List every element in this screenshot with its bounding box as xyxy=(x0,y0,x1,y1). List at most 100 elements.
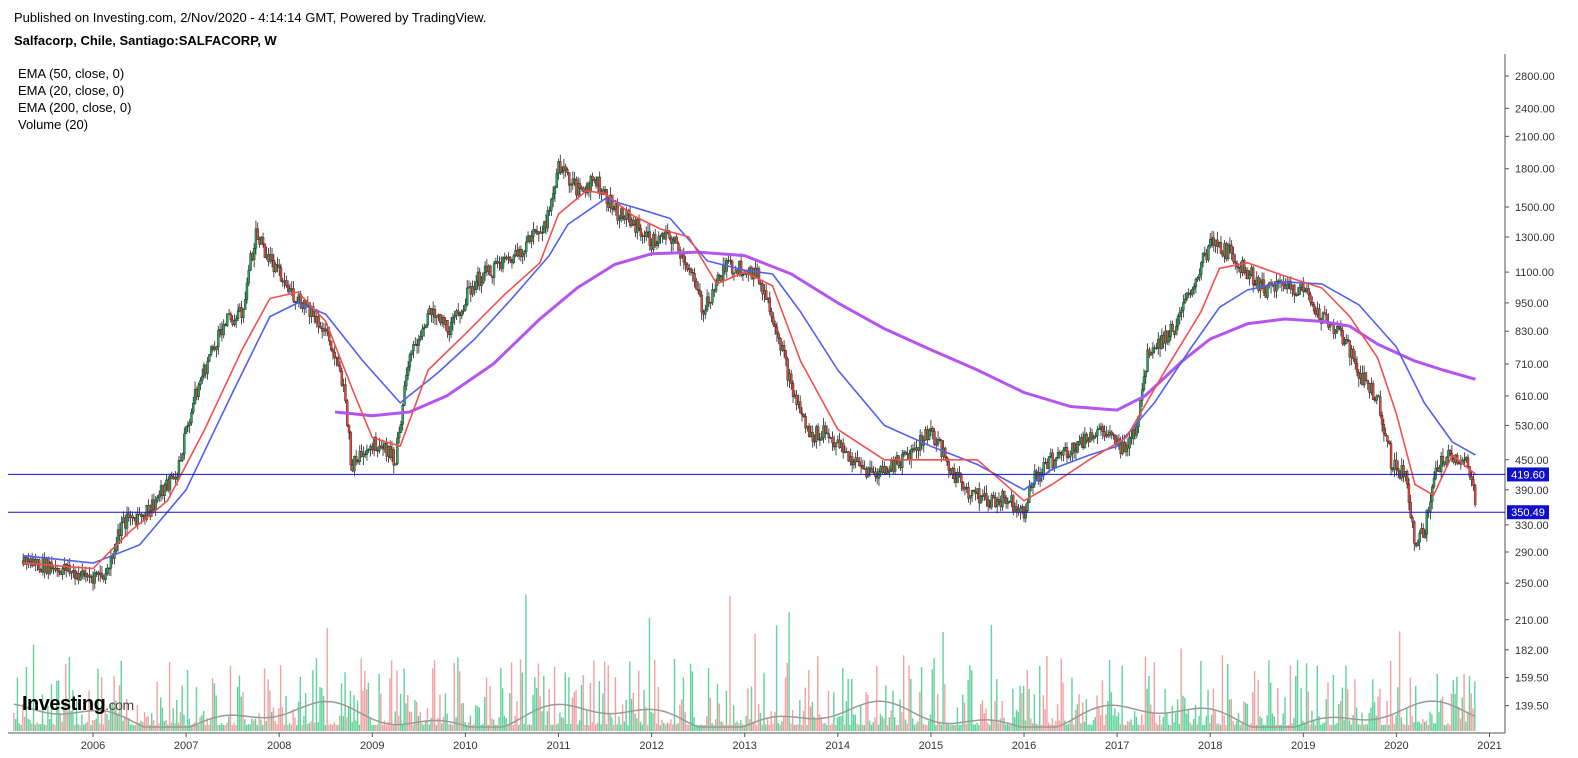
volume-bar xyxy=(319,687,321,731)
y-tick-label: 290.00 xyxy=(1515,547,1549,559)
volume-bar xyxy=(834,724,837,731)
candle-body xyxy=(1395,459,1398,469)
volume-bar xyxy=(969,665,971,731)
volume-bar xyxy=(951,724,953,731)
volume-bar xyxy=(552,724,554,731)
volume-bar xyxy=(1210,714,1213,731)
volume-bar xyxy=(347,706,350,731)
volume-bar xyxy=(1472,708,1474,731)
candle-body xyxy=(378,445,381,451)
volume-bar xyxy=(1454,693,1456,731)
volume-bar xyxy=(40,724,42,731)
candle-body xyxy=(534,229,537,232)
y-tick-label: 1300.00 xyxy=(1515,232,1555,244)
volume-bar xyxy=(924,724,926,731)
candle-body xyxy=(1028,485,1031,503)
volume-bar xyxy=(167,724,169,731)
volume-bar xyxy=(953,724,955,731)
volume-bar xyxy=(899,699,901,731)
volume-bar xyxy=(609,712,611,731)
volume-bar xyxy=(267,679,269,731)
indicator-volume-label[interactable]: Volume (20) xyxy=(18,117,89,132)
volume-bar xyxy=(185,724,187,731)
price-tag-label-2: 350.49 xyxy=(1511,507,1545,519)
volume-bar xyxy=(568,677,570,731)
candle-body xyxy=(1094,435,1097,438)
candle-body xyxy=(861,464,865,469)
candle-body xyxy=(1371,383,1375,400)
volume-bar xyxy=(437,717,439,731)
volume-bar xyxy=(693,717,695,731)
volume-bar xyxy=(18,723,20,731)
volume-bar xyxy=(1205,715,1207,731)
volume-bar xyxy=(1096,695,1098,731)
volume-bar xyxy=(960,724,962,731)
volume-bar xyxy=(1246,704,1249,731)
volume-bar xyxy=(1406,707,1408,731)
volume-bar xyxy=(698,725,701,731)
volume-bar xyxy=(1073,724,1075,731)
volume-bar xyxy=(93,720,96,731)
volume-bar xyxy=(1341,687,1344,731)
candle-body xyxy=(1026,502,1029,512)
volume-bar xyxy=(152,720,155,731)
x-tick-label: 2019 xyxy=(1291,740,1315,752)
volume-bar xyxy=(292,709,294,731)
volume-bar xyxy=(349,690,352,731)
volume-bar xyxy=(736,721,738,731)
volume-bar xyxy=(1216,723,1218,731)
volume-bar xyxy=(1418,721,1421,731)
candle-body xyxy=(252,248,256,261)
volume-bar xyxy=(614,677,617,731)
candle-body xyxy=(1472,479,1475,486)
volume-bar xyxy=(1456,676,1458,731)
volume-bar xyxy=(1314,724,1317,731)
volume-bar xyxy=(963,702,966,731)
volume-bar xyxy=(836,717,839,731)
candle-body xyxy=(612,208,616,211)
candle-body xyxy=(1321,312,1325,324)
volume-bar xyxy=(1320,724,1322,731)
volume-bar xyxy=(13,712,15,731)
candle-body xyxy=(1318,308,1321,320)
candle-body xyxy=(877,471,881,479)
candle-body xyxy=(757,268,761,284)
candle-body xyxy=(1307,288,1310,295)
volume-bar xyxy=(1289,665,1292,731)
candle-body xyxy=(482,272,485,284)
candle-body xyxy=(979,496,983,504)
candle-body xyxy=(568,172,571,186)
volume-bar xyxy=(1010,724,1012,731)
x-tick-label: 2006 xyxy=(81,740,105,752)
candle-body xyxy=(1418,532,1421,543)
volume-bar xyxy=(1447,722,1449,731)
volume-bar xyxy=(86,721,88,731)
candle-body xyxy=(1003,490,1006,498)
candle-body xyxy=(1151,347,1155,353)
candle-body xyxy=(403,385,406,406)
candle-body xyxy=(1207,245,1210,261)
candle-body xyxy=(541,232,544,234)
indicator-ema20-label[interactable]: EMA (20, close, 0) xyxy=(18,83,125,98)
candle-body xyxy=(1176,316,1180,327)
volume-bar xyxy=(95,718,97,731)
indicator-ema200-label[interactable]: EMA (200, close, 0) xyxy=(18,100,132,115)
candle-body xyxy=(1012,495,1015,512)
volume-bar xyxy=(1389,660,1392,731)
volume-bar xyxy=(430,717,432,731)
indicator-ema50-label[interactable]: EMA (50, close, 0) xyxy=(18,66,125,81)
volume-bar xyxy=(435,724,438,731)
volume-bar xyxy=(1372,679,1374,731)
volume-bar xyxy=(541,711,543,731)
volume-bar xyxy=(1461,697,1463,731)
candle-body xyxy=(417,339,421,346)
volume-bar xyxy=(59,713,62,731)
candle-body xyxy=(990,495,993,508)
volume-bar xyxy=(99,723,101,731)
candle-body xyxy=(591,175,594,181)
candle-body xyxy=(782,345,786,351)
volume-bar xyxy=(134,724,137,731)
volume-bar xyxy=(752,721,754,731)
candle-body xyxy=(936,439,940,445)
